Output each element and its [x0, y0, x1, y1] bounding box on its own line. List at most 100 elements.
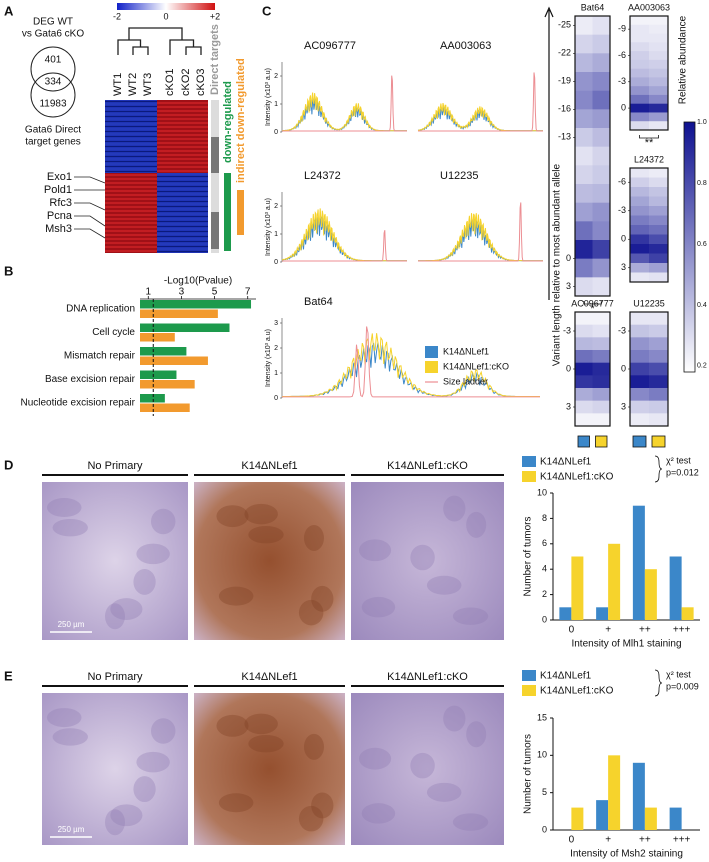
y-tick-label: 0 [566, 363, 571, 373]
y-tick-label: 0 [274, 395, 278, 402]
heatmap-cell [592, 34, 611, 54]
heatmap-cell [592, 146, 611, 166]
bar [140, 380, 195, 389]
gene-label: Pold1 [44, 184, 72, 196]
x-tick-label: +++ [673, 625, 691, 636]
tissue-texture [150, 508, 176, 535]
tissue-texture [443, 705, 466, 732]
trace-title: AA003063 [440, 40, 491, 52]
heatmap-cell [649, 215, 669, 226]
tissue-texture [466, 721, 487, 748]
colorbar [683, 121, 696, 373]
heatmap-cell [592, 324, 611, 338]
heatmap-cell [575, 184, 593, 203]
heatmap-cell [575, 34, 593, 54]
heatmap-cell [630, 312, 650, 325]
gene-pointer [74, 176, 106, 239]
heatmap-cell [630, 196, 650, 207]
y-tick-label: 0 [566, 253, 571, 263]
heatmap-cell [649, 121, 669, 131]
side-label: indirect down-regulated [235, 58, 247, 183]
heatmap-cell [575, 53, 593, 73]
bar [669, 807, 682, 830]
y-tick-label: 3 [566, 401, 571, 411]
y-tick-label: 2 [274, 203, 278, 210]
legend-swatch [522, 685, 536, 696]
tissue-texture [311, 792, 334, 819]
axis-arrow [544, 6, 554, 300]
heatmap-cell [575, 362, 593, 376]
heatmap-title: Bat64 [581, 2, 605, 12]
sample-label: WT3 [142, 73, 154, 96]
image-title: K14ΔNLef1 [241, 460, 297, 472]
y-tick-label: -6 [618, 50, 626, 60]
heatmap-cell [630, 103, 650, 113]
trace [418, 72, 543, 132]
y-tick-label: 10 [537, 487, 547, 497]
heatmap-cell [575, 258, 593, 278]
heatmap-cell [592, 221, 611, 241]
heatmap-cell [592, 388, 611, 401]
x-tick-label: ++ [639, 625, 651, 636]
tissue-texture [361, 803, 396, 824]
gene-label: Msh3 [45, 223, 72, 235]
trace-title: U12235 [440, 170, 479, 182]
bar [632, 762, 645, 830]
side-label: Direct targets [209, 24, 221, 95]
micrograph [42, 693, 188, 845]
heatmap-cell [592, 240, 611, 259]
bar [140, 309, 218, 318]
heatmap-cell [649, 68, 669, 78]
bar [608, 543, 621, 620]
heatmap-cell [592, 165, 611, 185]
scale-bar-label: 250 µm [58, 825, 85, 834]
heatmap-cell [575, 350, 593, 363]
heatmap-cell [630, 77, 650, 87]
heatmap-cell [630, 225, 650, 235]
tissue-texture [133, 568, 156, 595]
panel-label: D [4, 457, 13, 472]
gene-label: Pcna [47, 210, 73, 222]
y-tick-label: -6 [618, 177, 626, 187]
heatmap-cell [630, 400, 650, 414]
heatmap-cell [649, 177, 669, 188]
y-tick-label: 0 [621, 234, 626, 244]
sample-label: WT1 [112, 73, 124, 96]
category-label: Mismatch repair [64, 351, 136, 362]
tissue-texture [216, 714, 249, 737]
colorbar-tick-label: 0.4 [697, 302, 707, 309]
tissue-texture [244, 713, 278, 735]
heatmap-cell [575, 388, 593, 401]
column-key [595, 435, 608, 448]
image-title: K14ΔNLef1:cKO [387, 460, 468, 472]
trace [418, 102, 543, 132]
heatmap-cell [630, 187, 650, 197]
bar [140, 403, 190, 412]
gene-label: Rfc3 [49, 197, 72, 209]
colorbar-tick-label: 1.0 [697, 119, 707, 126]
heatmap-cell [575, 16, 593, 35]
heatmap-cell [630, 33, 650, 43]
colorbar-tick-label: 0 [163, 11, 168, 21]
y-tick-label: 2 [274, 345, 278, 352]
tissue-texture [410, 544, 435, 571]
micrograph [194, 482, 345, 640]
side-bar [211, 100, 219, 253]
y-tick-label: 0 [621, 363, 626, 373]
heatmap-cell [649, 59, 669, 69]
heatmap-cell [592, 184, 611, 203]
heatmap-cell [649, 388, 669, 401]
y-tick-label: 2 [542, 589, 547, 599]
tissue-texture [136, 543, 170, 565]
heatmap-cell [630, 234, 650, 245]
tissue-texture [105, 603, 125, 630]
tissue-texture [298, 599, 324, 626]
y-tick-label: -22 [558, 48, 571, 58]
y-tick-label: -25 [558, 20, 571, 30]
heatmap-cell [575, 109, 593, 129]
heatmap-cell [592, 277, 611, 297]
significance-bracket [583, 301, 602, 305]
significance-label: ** [645, 137, 654, 149]
heatmap-cell [649, 362, 669, 376]
x-tick-label: 0 [569, 835, 575, 846]
